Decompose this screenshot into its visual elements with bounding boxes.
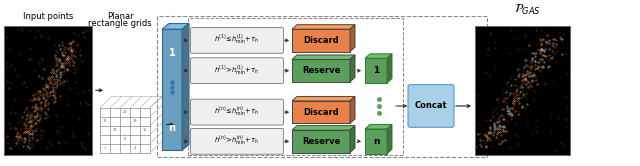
Polygon shape xyxy=(350,55,355,82)
FancyBboxPatch shape xyxy=(191,28,284,53)
Text: Reserve: Reserve xyxy=(302,66,340,75)
Text: n: n xyxy=(168,124,175,133)
Text: 23: 23 xyxy=(123,110,127,114)
Polygon shape xyxy=(292,96,355,101)
Polygon shape xyxy=(162,29,182,150)
Text: Planar: Planar xyxy=(107,12,133,21)
Text: $\mathcal{P}_{GAS}$: $\mathcal{P}_{GAS}$ xyxy=(514,3,541,17)
Text: rectangle grids: rectangle grids xyxy=(88,19,152,28)
Polygon shape xyxy=(387,54,392,83)
Text: 8: 8 xyxy=(124,137,126,141)
Text: $h^{(1)}\!\leq\!h_{\min}^{(1)}\!+\!\tau_h$: $h^{(1)}\!\leq\!h_{\min}^{(1)}\!+\!\tau_… xyxy=(214,33,260,47)
Text: 15: 15 xyxy=(143,128,147,132)
Text: Discard: Discard xyxy=(303,36,339,45)
Text: Reserve: Reserve xyxy=(302,137,340,146)
FancyBboxPatch shape xyxy=(408,85,454,127)
FancyBboxPatch shape xyxy=(191,99,284,125)
Text: n: n xyxy=(372,137,380,146)
Bar xyxy=(475,26,570,155)
Text: 19: 19 xyxy=(132,119,137,123)
FancyBboxPatch shape xyxy=(191,58,284,83)
FancyBboxPatch shape xyxy=(191,128,284,154)
Polygon shape xyxy=(387,124,392,154)
Polygon shape xyxy=(365,129,387,154)
Polygon shape xyxy=(350,96,355,123)
Polygon shape xyxy=(350,126,355,153)
Polygon shape xyxy=(292,29,350,52)
Polygon shape xyxy=(365,54,392,58)
Polygon shape xyxy=(292,25,355,29)
Polygon shape xyxy=(292,126,355,130)
Text: Discard: Discard xyxy=(303,108,339,117)
Polygon shape xyxy=(292,101,350,123)
Text: 1: 1 xyxy=(168,48,175,58)
Text: 4: 4 xyxy=(134,146,136,150)
Polygon shape xyxy=(292,59,350,82)
Text: Concat: Concat xyxy=(415,101,447,111)
Text: $h^{(n)}\!\leq\!h_{\min}^{(n)}\!+\!\tau_h$: $h^{(n)}\!\leq\!h_{\min}^{(n)}\!+\!\tau_… xyxy=(214,105,260,119)
Text: 1: 1 xyxy=(373,66,379,75)
Polygon shape xyxy=(292,130,350,153)
Text: 1: 1 xyxy=(104,146,106,150)
Bar xyxy=(188,18,403,155)
Text: $h^{(1)}\!>\!h_{\min}^{(1)}\!+\!\tau_h$: $h^{(1)}\!>\!h_{\min}^{(1)}\!+\!\tau_h$ xyxy=(214,64,260,78)
Text: 12: 12 xyxy=(113,128,117,132)
Polygon shape xyxy=(162,24,189,29)
Bar xyxy=(4,26,92,155)
Polygon shape xyxy=(182,24,189,150)
Polygon shape xyxy=(365,58,387,83)
Text: Input points: Input points xyxy=(23,12,73,21)
Bar xyxy=(157,16,487,157)
Polygon shape xyxy=(350,25,355,52)
Text: $h^{(n)}\!>\!h_{\min}^{(n)}\!+\!\tau_h$: $h^{(n)}\!>\!h_{\min}^{(n)}\!+\!\tau_h$ xyxy=(214,134,260,148)
Polygon shape xyxy=(365,124,392,129)
Text: 16: 16 xyxy=(103,119,108,123)
Polygon shape xyxy=(292,55,355,59)
